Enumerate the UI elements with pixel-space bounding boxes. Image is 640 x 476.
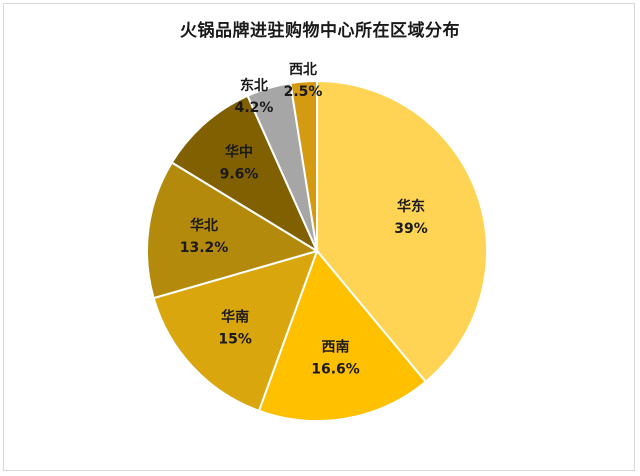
pie-slice-4 [170,94,320,254]
slice-category-label-1: 西南 [322,338,350,355]
slice-value-label-0: 39% [394,221,428,237]
slice-value-label-5: 4.2% [235,100,274,116]
slice-category-label-6: 西北 [289,62,317,78]
pie-slice-0 [316,79,488,384]
slice-category-label-0: 华东 [397,198,425,215]
slice-value-label-2: 15% [218,331,252,347]
pie-slice-6 [289,79,318,252]
chart-title: 火锅品牌进驻购物中心所在区域分布 [180,21,460,41]
slice-category-label-2: 华南 [221,308,249,325]
slice-value-label-6: 2.5% [284,84,323,100]
slice-value-label-3: 13.2% [180,240,229,256]
pie-slice-2 [152,249,319,413]
pie-slice-3 [146,161,320,300]
slice-value-label-4: 9.6% [220,166,259,182]
slice-value-label-1: 16.6% [311,361,360,377]
slice-category-label-4: 华中 [225,143,253,160]
pie-slice-1 [257,249,428,422]
slice-category-label-3: 华北 [190,217,218,234]
slice-category-label-5: 东北 [240,77,268,94]
